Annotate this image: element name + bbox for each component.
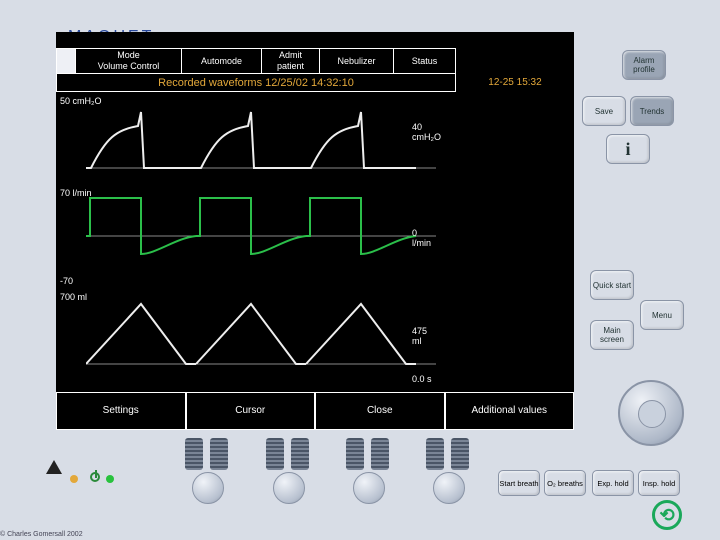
flow-reading: 0 l/min — [412, 228, 462, 248]
green-led — [106, 475, 114, 483]
cursor-button[interactable]: Cursor — [186, 392, 316, 430]
close-button[interactable]: Close — [315, 392, 445, 430]
amber-led — [70, 475, 78, 483]
admit-cell[interactable]: Admit patient — [262, 48, 320, 74]
status-cell[interactable]: Status — [394, 48, 456, 74]
adjust-knob-2[interactable] — [273, 472, 305, 504]
main-screen-button[interactable]: Main screen — [590, 320, 634, 350]
mode-indicator-box — [56, 48, 76, 74]
volume-reading: 475 ml — [412, 326, 462, 346]
slider-track-7[interactable] — [426, 438, 444, 470]
volume-axis-label: 700 ml — [60, 292, 87, 302]
pressure-unit: cmH₂O — [412, 132, 441, 142]
time-reading: 0.0 s — [412, 374, 462, 384]
nebulizer-cell[interactable]: Nebulizer — [320, 48, 394, 74]
flow-waveform — [86, 188, 436, 278]
trends-button[interactable]: Trends — [630, 96, 674, 126]
alarm-profile-button[interactable]: Alarm profile — [622, 50, 666, 80]
settings-button[interactable]: Settings — [56, 392, 186, 430]
mode-label-line1: Mode — [76, 50, 181, 61]
mode-cell[interactable]: Mode Volume Control — [76, 48, 182, 74]
slider-track-8[interactable] — [451, 438, 469, 470]
automode-label: Automode — [182, 56, 261, 67]
start-breath-button[interactable]: Start breath — [498, 470, 540, 496]
slider-track-6[interactable] — [371, 438, 389, 470]
slider-track-1[interactable] — [185, 438, 203, 470]
adjust-knob-3[interactable] — [353, 472, 385, 504]
save-button[interactable]: Save — [582, 96, 626, 126]
o2-breaths-button[interactable]: O₂ breaths — [544, 470, 586, 496]
pressure-value: 40 — [412, 122, 422, 132]
mode-label-line2: Volume Control — [76, 61, 181, 72]
pressure-reading: 40 cmH₂O — [412, 122, 462, 142]
recorded-waveforms-title: Recorded waveforms 12/25/02 14:32:10 — [56, 74, 456, 92]
slider-track-3[interactable] — [266, 438, 284, 470]
status-label: Status — [394, 56, 455, 67]
warning-icon — [46, 460, 62, 474]
additional-values-button[interactable]: Additional values — [445, 392, 575, 430]
volume-value: 475 — [412, 326, 427, 336]
admit-line1: Admit — [262, 50, 319, 61]
waveform-area: 50 cmH₂O 40 cmH₂O 70 l/min 0 l/min -70 7… — [56, 92, 456, 392]
bottom-button-bar: Settings Cursor Close Additional values — [56, 392, 574, 430]
volume-unit: ml — [412, 336, 422, 346]
flow-unit: l/min — [412, 238, 431, 248]
slider-track-2[interactable] — [210, 438, 228, 470]
top-menu-bar: Mode Volume Control Automode Admit patie… — [56, 48, 456, 74]
admit-line2: patient — [262, 61, 319, 72]
flow-axis-label-bottom: -70 — [60, 276, 73, 286]
info-button[interactable]: i — [606, 134, 650, 164]
insp-hold-button[interactable]: Insp. hold — [638, 470, 680, 496]
automode-cell[interactable]: Automode — [182, 48, 262, 74]
slider-track-4[interactable] — [291, 438, 309, 470]
pressure-waveform — [86, 96, 436, 180]
volume-waveform — [86, 292, 436, 376]
nebulizer-label: Nebulizer — [320, 56, 393, 67]
exp-hold-button[interactable]: Exp. hold — [592, 470, 634, 496]
quick-start-button[interactable]: Quick start — [590, 270, 634, 300]
clock-display: 12-25 15:32 — [456, 74, 574, 92]
return-icon[interactable]: ⟲ — [652, 500, 682, 530]
adjust-knob-1[interactable] — [192, 472, 224, 504]
rotary-encoder-knob[interactable] — [618, 380, 684, 446]
copyright-text: © Charles Gomersall 2002 — [0, 531, 83, 538]
adjust-knob-4[interactable] — [433, 472, 465, 504]
flow-value: 0 — [412, 228, 417, 238]
power-icon — [90, 472, 100, 482]
menu-button[interactable]: Menu — [640, 300, 684, 330]
slider-track-5[interactable] — [346, 438, 364, 470]
